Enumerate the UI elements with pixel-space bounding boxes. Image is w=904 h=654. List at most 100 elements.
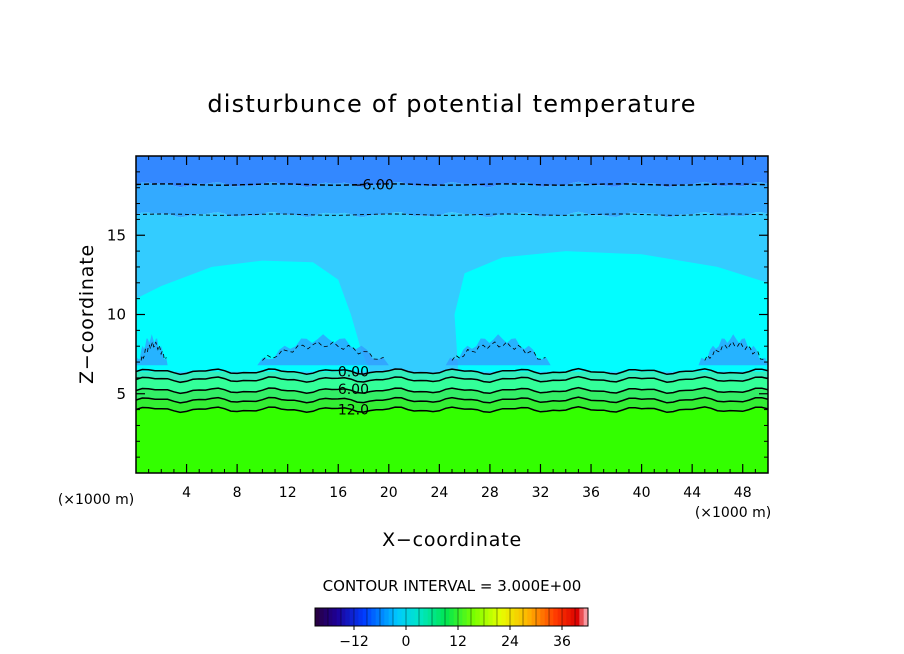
contour-line <box>262 341 384 361</box>
x-tick-label: 40 <box>633 485 651 501</box>
colorbar-cell <box>553 608 559 626</box>
colorbar-cell <box>414 608 420 626</box>
colorbar-cell <box>315 608 320 626</box>
x-unit-left: (×1000 m) <box>58 492 134 508</box>
contour-line <box>136 213 768 216</box>
contour-label: 6.00 <box>338 382 369 398</box>
colorbar-cell <box>401 608 407 626</box>
field-band <box>136 406 768 473</box>
colorbar-cell <box>449 608 455 626</box>
colorbar-cell <box>570 608 576 626</box>
field-band <box>136 387 768 403</box>
x-tick-label: 4 <box>182 485 191 501</box>
warm-plume <box>454 251 768 372</box>
contour-line <box>136 386 768 395</box>
x-tick-label: 48 <box>734 485 752 501</box>
x-tick-label: 24 <box>430 485 448 501</box>
y-axis-label: Z−coordinate <box>76 244 98 384</box>
colorbar-cell <box>440 608 446 626</box>
colorbar-cell <box>406 608 411 626</box>
colorbar-cell <box>332 608 338 626</box>
x-tick-label: 44 <box>683 485 701 501</box>
colorbar-cell <box>323 608 329 626</box>
colorbar-cell <box>362 608 368 626</box>
colorbar-cell <box>345 608 351 626</box>
colorbar-cell <box>393 608 398 626</box>
colorbar-cell <box>505 608 511 626</box>
colorbar-cell <box>540 608 546 626</box>
colorbar: −12 0 12 24 36 <box>314 607 589 650</box>
x-axis-label: X−coordinate <box>382 529 522 551</box>
x-unit-right: (×1000 m) <box>695 505 771 521</box>
colorbar-cell <box>427 608 433 626</box>
colorbar-cell <box>531 608 537 626</box>
x-axis: 4 8 12 16 20 24 28 32 36 40 44 48 <box>148 156 756 501</box>
colorbar-cell <box>557 608 563 626</box>
field-band <box>136 181 768 218</box>
field-band <box>136 397 768 413</box>
colorbar-tick-label: 36 <box>553 634 571 650</box>
contour-label: −6.00 <box>351 178 394 194</box>
cold-pocket <box>257 334 389 366</box>
y-tick-label: 15 <box>107 226 126 244</box>
contour-lines <box>136 183 768 414</box>
contour-line <box>451 341 546 361</box>
colorbar-cell <box>518 608 524 626</box>
colorbar-cell <box>527 608 533 626</box>
colorbar-cell <box>336 608 342 626</box>
field-band <box>136 156 768 188</box>
colorbar-cell <box>384 608 390 626</box>
colorbar-cell <box>523 608 528 626</box>
x-tick-label: 8 <box>233 485 242 501</box>
colorbar-cell <box>375 608 381 626</box>
cold-pocket <box>445 334 551 366</box>
colorbar-cell <box>471 608 476 626</box>
colorbar-cell <box>562 608 567 626</box>
colorbar-cell <box>566 608 572 626</box>
contour-label: 0.00 <box>338 365 369 381</box>
colorbar-cell <box>536 608 541 626</box>
contour-line <box>136 183 768 186</box>
contour-line <box>136 396 768 404</box>
colorbar-cell <box>492 608 498 626</box>
colorbar-cell <box>475 608 481 626</box>
colorbar-cell <box>466 608 472 626</box>
colorbar-tick-label: −12 <box>339 634 369 650</box>
contour-line <box>140 340 167 361</box>
colorbar-cell <box>367 608 372 626</box>
colorbar-cell <box>436 608 442 626</box>
colorbar-cell <box>388 608 394 626</box>
y-tick-label: 10 <box>107 306 126 324</box>
x-tick-label: 16 <box>329 485 347 501</box>
colorbar-cell <box>453 608 459 626</box>
colorbar-cell <box>514 608 520 626</box>
cold-pocket <box>698 334 768 366</box>
y-tick-label: 5 <box>116 385 126 403</box>
colorbar-tick-label: 12 <box>449 634 467 650</box>
colorbar-cell <box>479 608 485 626</box>
colorbar-cell <box>358 608 364 626</box>
colorbar-cell <box>458 608 463 626</box>
colorbar-cell <box>510 608 515 626</box>
colorbar-frame <box>314 607 589 627</box>
x-tick-label: 12 <box>279 485 297 501</box>
colorbar-cell <box>488 608 494 626</box>
contour-label: 12.0 <box>338 403 369 419</box>
colorbar-tick-label: 24 <box>501 634 519 650</box>
contour-line <box>136 406 768 414</box>
field-band <box>136 376 768 394</box>
colorbar-cell <box>419 608 424 626</box>
colorbar-cell <box>462 608 468 626</box>
colorbar-cell <box>319 608 325 626</box>
x-tick-label: 36 <box>582 485 600 501</box>
colorbar-cell <box>544 608 550 626</box>
colorbar-cell <box>354 608 359 626</box>
contour-labels: −6.00 0.006.00 12.0 <box>338 178 394 419</box>
field-layer <box>136 156 768 473</box>
contour-interval-text: CONTOUR INTERVAL = 3.000E+00 <box>323 577 582 595</box>
colorbar-cell <box>397 608 403 626</box>
colorbar-cell <box>371 608 377 626</box>
colorbar-cell <box>445 608 450 626</box>
colorbar-cell <box>575 608 580 626</box>
